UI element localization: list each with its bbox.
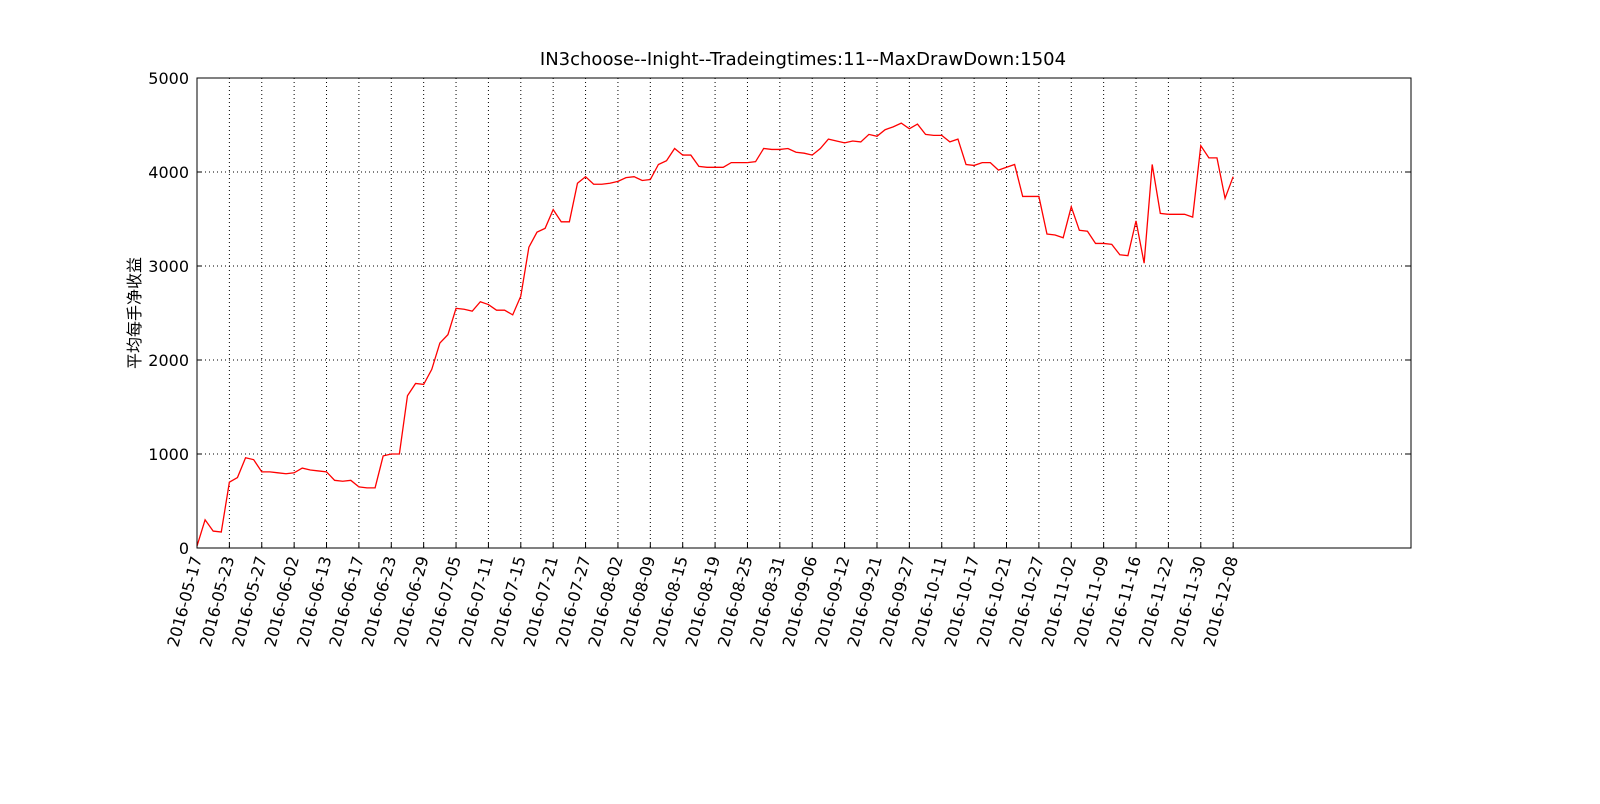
data-line xyxy=(196,122,1234,547)
y-tick-label: 5000 xyxy=(148,69,189,88)
plot-frame xyxy=(196,77,1412,549)
y-axis-label: 平均每手净收益 xyxy=(125,257,144,369)
y-tick-label: 3000 xyxy=(148,257,189,276)
y-tick-label: 0 xyxy=(179,539,189,558)
y-tick-label: 4000 xyxy=(148,163,189,182)
y-tick-label: 1000 xyxy=(148,445,189,464)
y-tick-label: 2000 xyxy=(148,351,189,370)
chart-title: IN3choose--Inight--Tradeingtimes:11--Max… xyxy=(540,49,1066,70)
